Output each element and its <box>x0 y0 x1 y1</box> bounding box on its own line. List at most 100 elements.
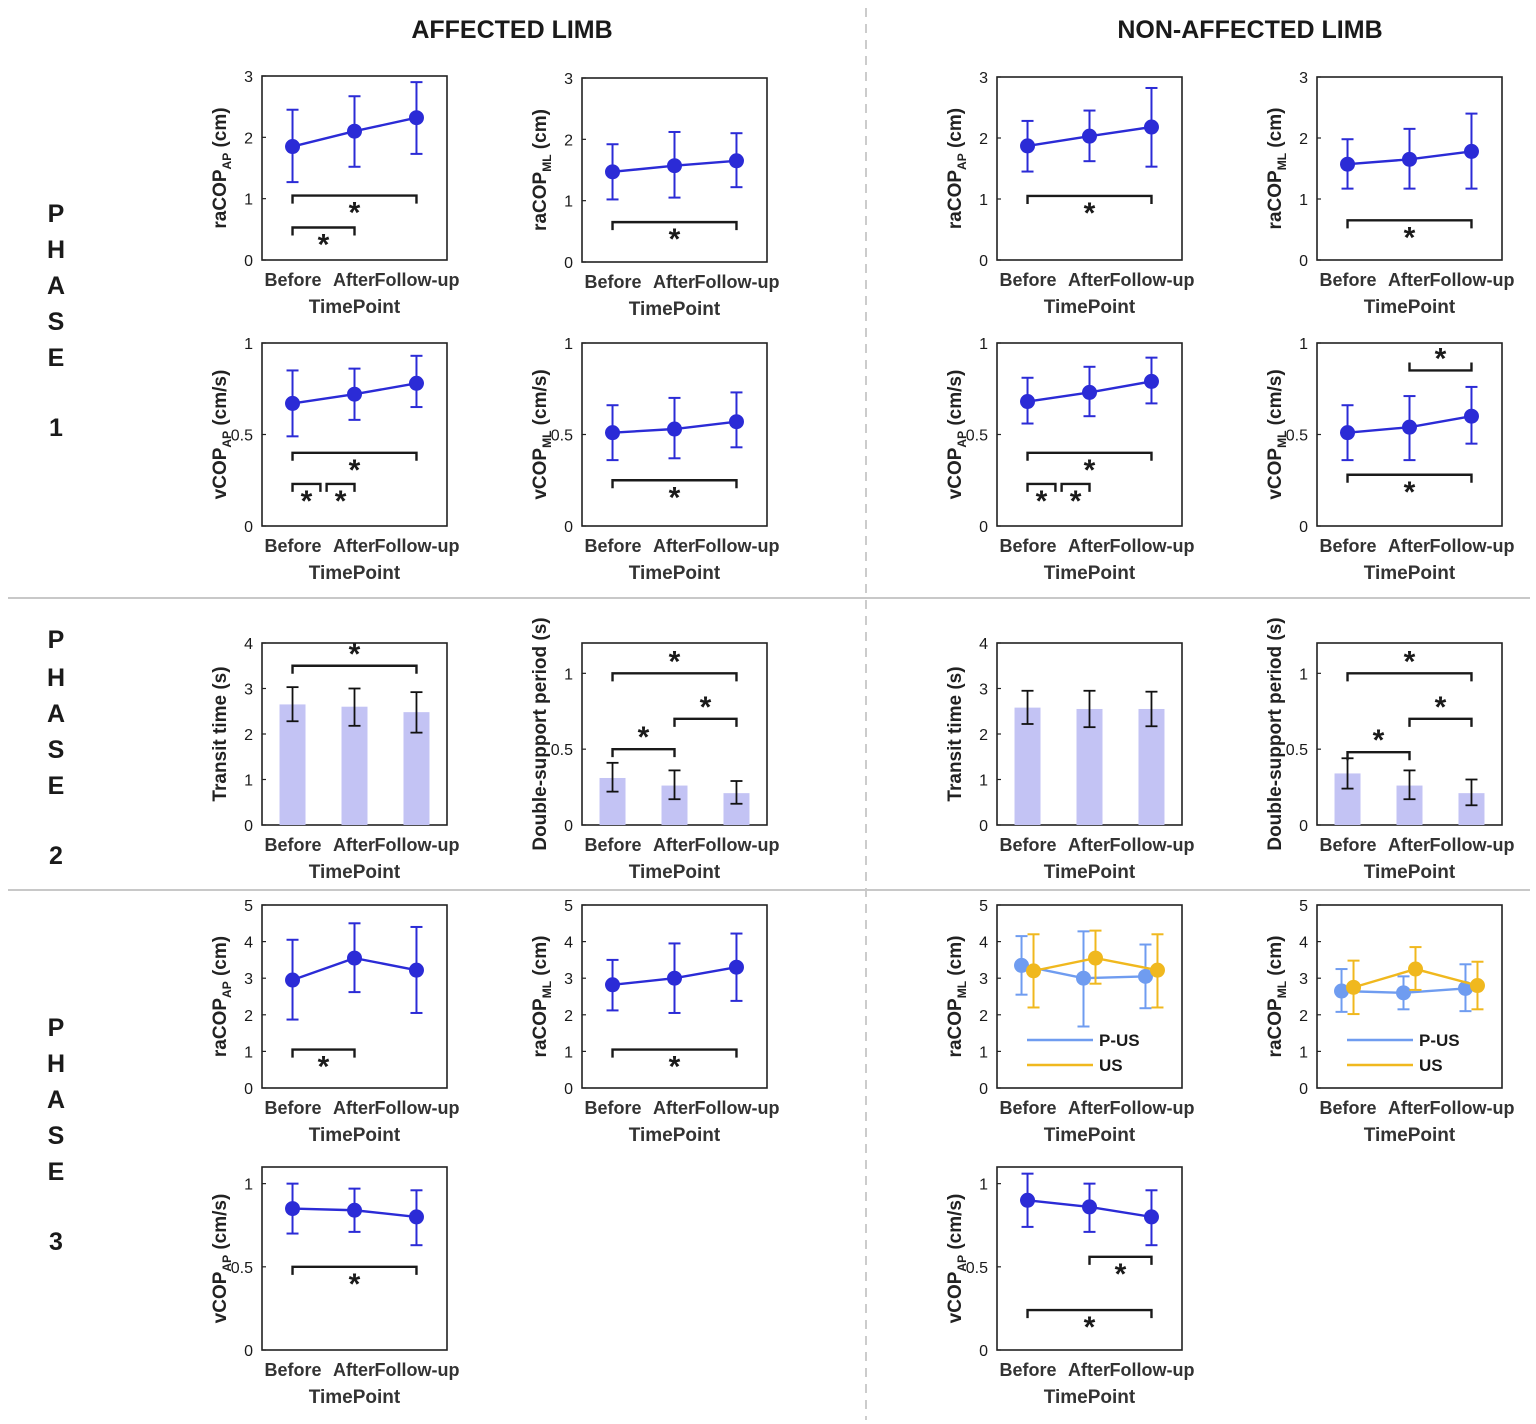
y-tick-label: 2 <box>244 727 253 744</box>
data-point <box>728 959 744 975</box>
x-axis-label: TimePoint <box>629 563 721 584</box>
phase-letter: S <box>48 308 65 336</box>
y-tick-label: 0 <box>564 255 573 272</box>
significance-bracket: * <box>291 451 418 487</box>
x-tick-label: Follow-up <box>695 1098 780 1118</box>
significance-bracket: * <box>1346 645 1473 682</box>
y-tick-label: 2 <box>979 727 988 744</box>
y-tick-label: 1 <box>244 773 253 790</box>
x-tick-label: Before <box>999 536 1056 556</box>
y-axis-label: Transit time (s) <box>210 666 231 801</box>
significance-bracket: * <box>611 220 738 256</box>
bracket-line <box>611 1048 738 1058</box>
chart-p1-non-raap: 0 1 2 3 raCOPAP (cm) Before After Follow-up Time… <box>945 70 1194 318</box>
data-point <box>1082 384 1097 400</box>
chart-p2-non-dsp: 0 0.5 1 Double-support period (s) Before Afte… <box>1265 617 1514 883</box>
y-tick-label: 0.5 <box>231 428 253 445</box>
series-main <box>285 81 424 184</box>
series-main <box>285 1182 424 1247</box>
significance-bracket: * <box>291 1048 356 1084</box>
y-tick-label: 1 <box>564 194 573 211</box>
significance-bracket: * <box>611 645 738 682</box>
x-tick-label: After <box>1068 536 1110 556</box>
legend: P-US US <box>1347 1031 1460 1075</box>
significance-bracket: * <box>291 194 418 230</box>
y-tick-label: 3 <box>244 682 253 699</box>
data-point <box>1020 138 1036 154</box>
data-point <box>408 375 424 391</box>
significance-bracket: * <box>325 482 356 518</box>
x-tick-label: Follow-up <box>1110 536 1195 556</box>
y-tick-label: 3 <box>979 70 988 87</box>
significance-star: * <box>1084 454 1096 487</box>
x-axis-label: TimePoint <box>309 297 401 318</box>
x-axis-label: TimePoint <box>1364 1125 1456 1146</box>
y-axis-label: Double-support period (s) <box>1265 617 1286 850</box>
y-tick-label: 2 <box>979 1008 988 1025</box>
x-tick-label: After <box>333 270 375 290</box>
bracket-line <box>291 482 322 492</box>
data-point <box>605 977 621 993</box>
data-point <box>1014 957 1030 973</box>
data-point <box>1457 980 1473 996</box>
y-tick-label: 0.5 <box>231 1260 253 1277</box>
chart-p1-aff-vap: 0 0.5 1 vCOPAP (cm/s) Before After Follow-up Ti… <box>210 336 459 584</box>
phase-letter: H <box>47 236 65 264</box>
y-tick-label: 4 <box>1299 935 1308 952</box>
bracket-line <box>291 664 418 674</box>
y-tick-label: 0.5 <box>551 428 573 445</box>
bracket-line <box>291 451 418 461</box>
bar <box>1138 708 1165 825</box>
chart-p3-non-raml-b: 0 1 2 3 4 5 raCOPML (cm) Before After Follow-up Ti… <box>1265 898 1514 1146</box>
phase-letter: H <box>47 1050 65 1078</box>
y-tick-label: 1 <box>244 1177 253 1194</box>
x-axis-label: TimePoint <box>309 1125 401 1146</box>
data-point <box>1082 128 1097 144</box>
y-tick-label: 0 <box>564 1081 573 1098</box>
y-tick-label: 0 <box>564 519 573 536</box>
data-point <box>1082 1199 1097 1215</box>
x-tick-label: After <box>653 1098 695 1118</box>
x-axis-label: TimePoint <box>629 299 721 320</box>
x-tick-label: After <box>1388 536 1430 556</box>
y-axis-label: vCOPML (cm/s) <box>1265 369 1289 499</box>
y-tick-label: 0 <box>979 1081 988 1098</box>
x-tick-label: Follow-up <box>1110 835 1195 855</box>
y-tick-label: 0 <box>979 253 988 270</box>
significance-star: * <box>669 481 681 514</box>
y-tick-label: 3 <box>1299 70 1308 87</box>
bracket-line <box>1408 362 1473 372</box>
y-tick-label: 1 <box>979 1044 988 1061</box>
significance-star: * <box>669 223 681 256</box>
data-point <box>285 139 301 155</box>
x-axis-label: TimePoint <box>1364 297 1456 318</box>
x-tick-label: Follow-up <box>1110 1360 1195 1380</box>
bar <box>279 704 306 825</box>
significance-bracket: * <box>1346 473 1473 509</box>
x-tick-label: After <box>333 536 375 556</box>
x-tick-label: Follow-up <box>1430 270 1515 290</box>
y-axis-label: raCOPML (cm) <box>530 109 554 231</box>
series-main <box>605 391 744 462</box>
x-tick-label: Follow-up <box>375 270 460 290</box>
bracket-line <box>1026 482 1057 492</box>
significance-star: * <box>700 691 712 724</box>
y-tick-label: 0 <box>1299 1081 1308 1098</box>
y-tick-label: 1 <box>979 192 988 209</box>
y-tick-label: 2 <box>244 1008 253 1025</box>
x-axis-label: TimePoint <box>309 1387 401 1408</box>
significance-star: * <box>318 1051 330 1084</box>
y-tick-label: 0 <box>979 1343 988 1360</box>
data-point <box>1020 1192 1036 1208</box>
chart-p1-aff-raap: 0 1 2 3 raCOPAP (cm) Before After Follow-up Time… <box>210 69 459 318</box>
bracket-line <box>325 482 356 492</box>
series-main <box>1020 356 1159 425</box>
legend-label: US <box>1419 1056 1443 1075</box>
bracket-line <box>1026 1308 1153 1319</box>
significance-bracket: * <box>611 1048 738 1084</box>
y-tick-label: 1 <box>244 336 253 353</box>
significance-star: * <box>1435 691 1447 724</box>
series-main <box>279 686 430 825</box>
data-point <box>1143 119 1159 135</box>
y-tick-label: 1 <box>979 1177 988 1194</box>
